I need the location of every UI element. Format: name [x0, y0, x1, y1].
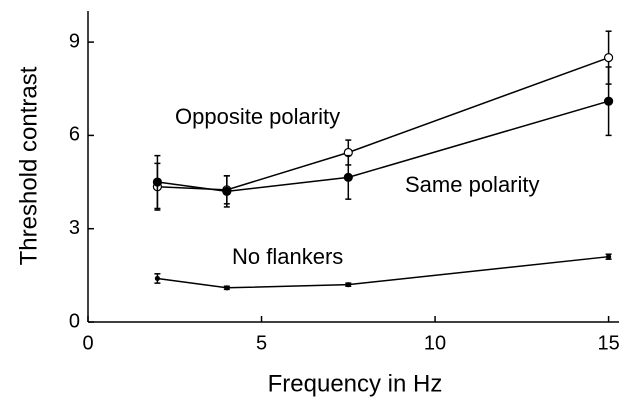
y-tick-label: 3 [69, 217, 80, 239]
y-tick-label: 9 [69, 30, 80, 52]
marker [603, 96, 614, 106]
series-line [157, 255, 609, 289]
marker [152, 177, 163, 187]
marker [154, 275, 161, 282]
y-tick-label: 6 [69, 124, 80, 146]
marker [222, 186, 232, 196]
marker [603, 53, 614, 63]
x-tick-label: 0 [82, 332, 93, 354]
series-label: No flankers [232, 244, 343, 269]
x-tick-label: 10 [424, 332, 446, 354]
marker [605, 254, 612, 260]
marker [343, 172, 353, 182]
series-label: Opposite polarity [175, 104, 340, 129]
y-tick-label: 0 [69, 310, 80, 332]
series-line [157, 100, 609, 193]
x-tick-label: 5 [256, 332, 267, 354]
x-tick-label: 15 [597, 332, 619, 354]
marker [224, 285, 230, 291]
series-label: Same polarity [405, 172, 540, 197]
marker [345, 282, 351, 288]
series-line [157, 56, 609, 191]
x-axis-label: Frequency in Hz [268, 370, 443, 397]
y-axis-label: Threshold contrast [15, 66, 42, 265]
